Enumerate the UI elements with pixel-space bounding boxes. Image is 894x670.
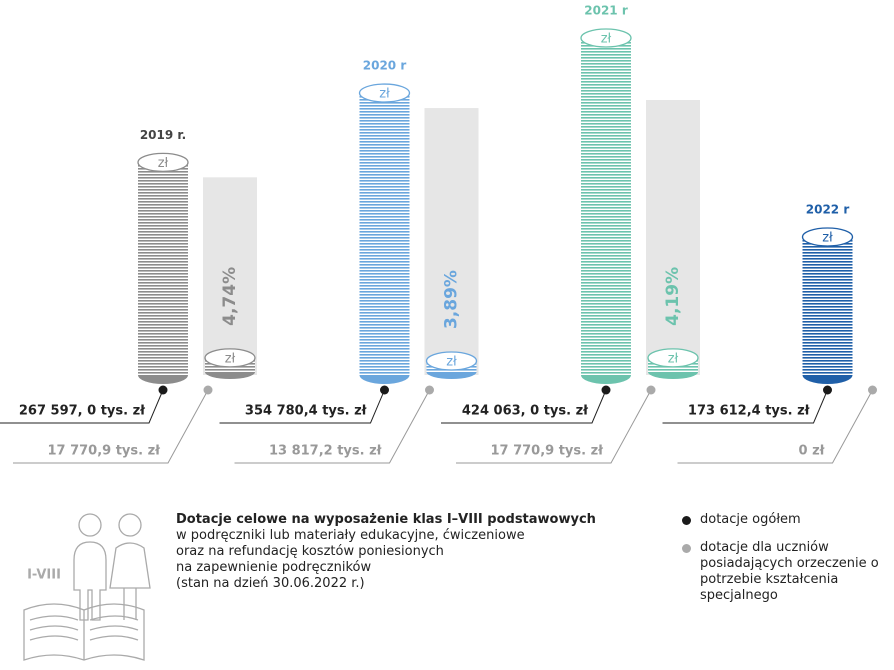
share-label: 4,19% [663,267,683,326]
caption-line: na zapewnienie podręczników [176,560,656,576]
legend-dot [682,516,691,525]
legend-text: dotacje dla uczniów posiadających orzecz… [700,540,879,603]
year-label: 2019 r. [140,128,186,142]
special-label: 0 zł [799,444,826,459]
coin-stack [138,162,188,375]
coin-symbol: zł [446,355,457,370]
icon [24,514,150,660]
leader-dot [425,386,434,395]
year-label: 2022 r [806,203,850,217]
legend-dot [682,544,691,553]
total-label: 267 597, 0 tys. zł [19,404,146,419]
legend-text: dotacje ogółem [700,512,801,527]
coin-symbol: zł [158,156,169,171]
panel [425,108,479,375]
total-label: 354 780,4 tys. zł [245,404,368,419]
caption-line: (stan na dzień 30.06.2022 r.) [176,576,656,592]
leader-dot [823,386,832,395]
year-label: 2020 r [363,59,407,73]
coin-symbol: zł [601,32,612,47]
caption-title: Dotacje celowe na wyposażenie klas I–VII… [176,512,656,528]
legend-item: dotacje ogółem [680,512,890,528]
coin-symbol: zł [668,351,679,366]
coin-symbol: zł [822,231,833,246]
leader [678,390,873,463]
leader-dot [647,386,656,395]
special-label: 17 770,9 tys. zł [490,444,604,459]
leader-dot [380,386,389,395]
share-label: 4,74% [220,267,240,326]
page: I-VIII zł 2019 r. zł 4,74% 267 597, 0 tys. z… [0,0,894,670]
leader-dot [602,386,611,395]
legend: dotacje ogółem dotacje dla uczniów posiad… [680,512,890,616]
special-label: 13 817,2 tys. zł [269,444,383,459]
caption-line: oraz na refundację kosztów poniesionych [176,544,656,560]
coin-stack [581,38,631,375]
coin-symbol: zł [225,351,236,366]
share-label: 3,89% [442,270,462,329]
caption-line: w podręczniki lub materiały edukacyjne, … [176,528,656,544]
icon-label: I-VIII [27,568,61,583]
year-label: 2021 r [584,4,628,18]
total-label: 424 063, 0 tys. zł [462,404,589,419]
coin-symbol: zł [379,87,390,102]
panel [646,100,700,375]
leader-dot [159,386,168,395]
total-label: 173 612,4 tys. zł [688,404,811,419]
leader-dot [204,386,213,395]
legend-item: dotacje dla uczniów posiadających orzecz… [680,540,890,604]
coin-stack [803,237,853,375]
leader-dot [868,386,877,395]
coin-stack [360,93,410,375]
caption: Dotacje celowe na wyposażenie klas I–VII… [176,512,656,592]
special-label: 17 770,9 tys. zł [47,444,161,459]
